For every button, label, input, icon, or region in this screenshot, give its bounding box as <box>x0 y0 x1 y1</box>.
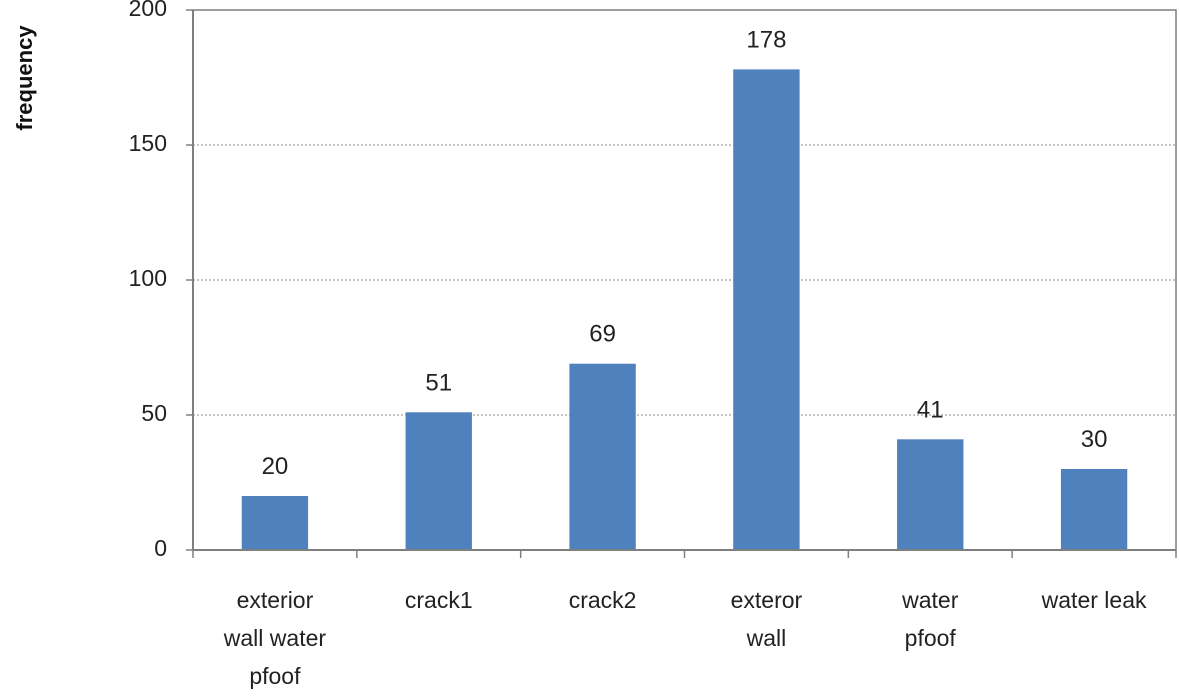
x-tick-label: water pfoof <box>901 587 959 651</box>
x-tick-label: crack2 <box>569 587 637 613</box>
y-ticks: 0 50 100 150 200 <box>129 0 167 561</box>
bar <box>733 69 800 551</box>
y-tick-label: 50 <box>141 400 167 426</box>
bar <box>897 439 964 550</box>
y-tick-label: 200 <box>129 0 167 21</box>
x-tick-label: water leak <box>1041 587 1147 613</box>
data-label: 30 <box>1081 426 1108 453</box>
x-tick-label-line: water <box>901 587 959 613</box>
data-labels: 20 51 69 178 41 30 <box>262 26 1108 480</box>
x-tick-label-line: wall <box>746 625 787 651</box>
data-label: 20 <box>262 453 289 480</box>
bar <box>405 412 472 550</box>
data-label: 178 <box>746 26 786 53</box>
x-tick-label-line: exteror <box>731 587 803 613</box>
x-tick-label-line: pfoof <box>249 663 301 689</box>
bar <box>241 496 309 550</box>
gridlines <box>193 144 1176 416</box>
bar <box>569 363 636 550</box>
bars <box>241 69 1128 551</box>
axes <box>186 9 1177 558</box>
data-label: 41 <box>917 396 944 423</box>
x-tick-label: exteror wall <box>731 587 803 651</box>
data-label: 51 <box>425 369 452 396</box>
x-tick-label: exterior wall water pfoof <box>223 587 327 689</box>
x-tick-label-line: pfoof <box>905 625 957 651</box>
bar <box>1060 469 1128 550</box>
x-tick-label-line: wall water <box>223 625 327 651</box>
y-tick-label: 0 <box>154 535 167 561</box>
y-axis-label: frequency <box>12 25 37 131</box>
x-tick-label-line: exterior <box>237 587 314 613</box>
x-tick-label-line: crack2 <box>569 587 637 613</box>
y-tick-label: 100 <box>129 265 167 291</box>
x-tick-label: crack1 <box>405 587 473 613</box>
y-tick-label: 150 <box>129 130 167 156</box>
x-tick-label-line: crack1 <box>405 587 473 613</box>
plot-border <box>192 9 1177 551</box>
x-categories: exterior wall water pfoof crack1 crack2 exter… <box>223 587 1147 689</box>
data-label: 69 <box>589 321 616 348</box>
x-tick-label-line: water leak <box>1041 587 1147 613</box>
